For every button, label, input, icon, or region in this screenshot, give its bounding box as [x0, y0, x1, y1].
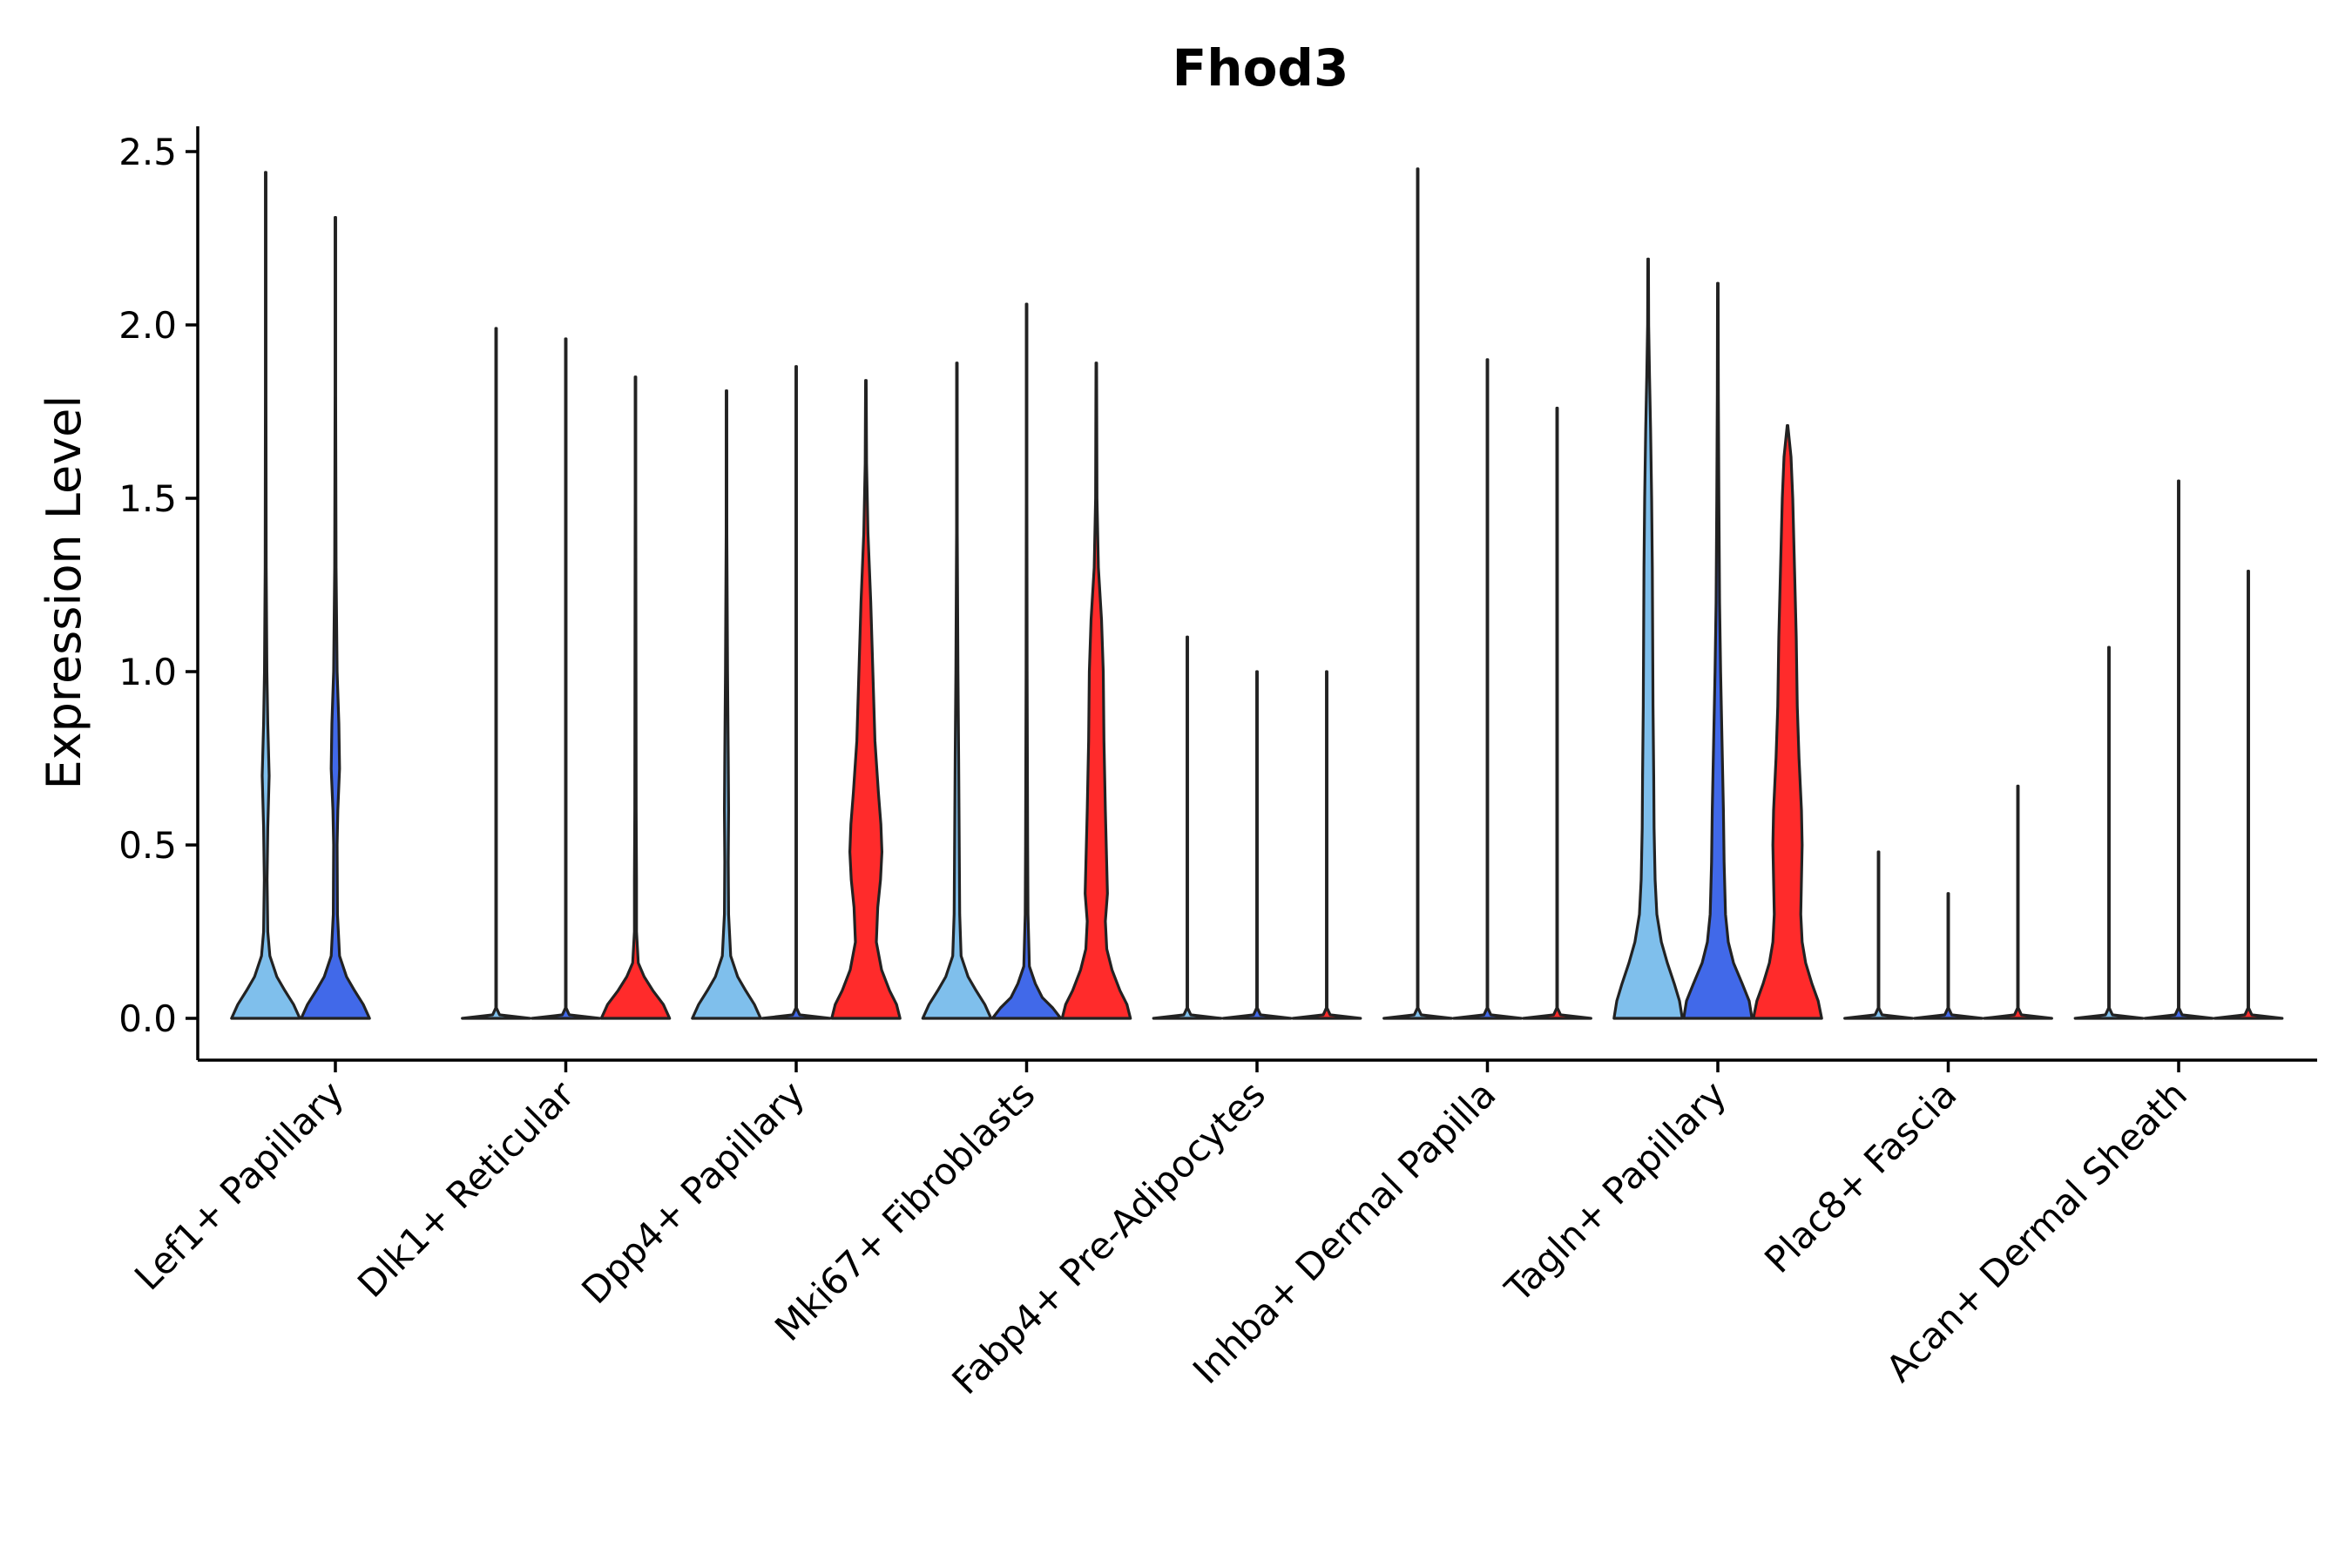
- y-tick-label: 2.0: [118, 304, 177, 347]
- chart-title: Fhod3: [1173, 38, 1349, 98]
- violin-dpp4-papillary-b: [760, 365, 832, 1020]
- violin-lef1-papillary-a: [230, 171, 301, 1020]
- y-tick-label: 2.5: [118, 131, 177, 173]
- violin-acan-dermal-sheath-c: [2213, 569, 2284, 1020]
- violin-dlk1-reticular-c: [599, 375, 672, 1020]
- y-axis-label: Expression Level: [37, 395, 91, 790]
- violin-inhba-dermal-papilla-a: [1382, 167, 1453, 1020]
- violin-mki67-fibroblasts-c: [1060, 362, 1132, 1020]
- violin-plac8-fascia-a: [1843, 850, 1914, 1020]
- violin-dlk1-reticular-a: [461, 327, 531, 1020]
- violin-plac8-fascia-c: [1983, 784, 2053, 1020]
- y-tick-label: 0.5: [118, 824, 177, 867]
- violin-inhba-dermal-papilla-b: [1452, 358, 1523, 1020]
- y-tick-label: 1.5: [118, 477, 177, 520]
- y-tick-label: 0.0: [118, 997, 177, 1040]
- violin-tagln-papillary-c: [1752, 423, 1823, 1020]
- violin-dlk1-reticular-b: [531, 337, 601, 1020]
- violin-fabp4-pre-adipocytes-c: [1291, 670, 1362, 1020]
- violin-plac8-fascia-b: [1913, 892, 1984, 1020]
- y-tick-label: 1.0: [118, 651, 177, 693]
- violin-mki67-fibroblasts-b: [990, 302, 1063, 1020]
- violin-mki67-fibroblasts-a: [921, 362, 993, 1020]
- violin-group: [230, 167, 2284, 1020]
- violin-tagln-papillary-b: [1682, 281, 1754, 1020]
- violin-fabp4-pre-adipocytes-b: [1221, 670, 1293, 1020]
- violin-dpp4-papillary-a: [691, 389, 762, 1020]
- violin-tagln-papillary-a: [1612, 257, 1684, 1020]
- violin-acan-dermal-sheath-a: [2073, 645, 2145, 1020]
- violin-inhba-dermal-papilla-c: [1522, 406, 1592, 1020]
- violin-acan-dermal-sheath-b: [2143, 479, 2214, 1020]
- violin-fabp4-pre-adipocytes-a: [1152, 635, 1223, 1020]
- violin-dpp4-papillary-c: [830, 379, 902, 1020]
- y-axis: 0.0 0.5 1.0 1.5 2.0 2.5: [118, 126, 199, 1060]
- violin-lef1-papillary-b: [300, 216, 371, 1020]
